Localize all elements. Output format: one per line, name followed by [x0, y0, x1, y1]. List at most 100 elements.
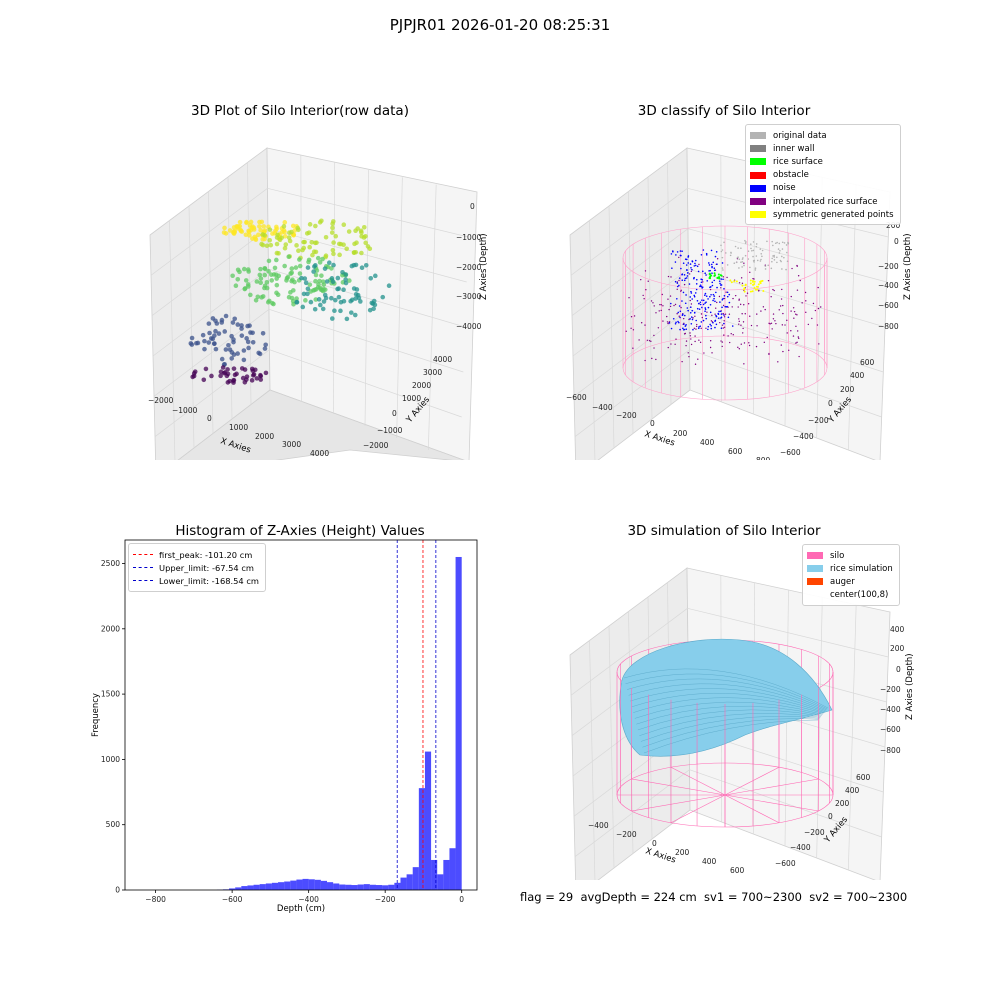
- noise-point: [668, 322, 671, 324]
- noise-point: [693, 265, 696, 267]
- scatter-point: [219, 317, 225, 323]
- interpolated-point: [651, 357, 653, 360]
- original-point: [776, 261, 778, 264]
- legend-item: Upper_limit: -67.54 cm: [133, 561, 259, 574]
- original-point: [759, 248, 762, 250]
- interpolated-point: [716, 258, 719, 260]
- original-point: [761, 255, 763, 258]
- noise-point: [690, 290, 692, 293]
- noise-point: [687, 262, 690, 264]
- noise-point: [713, 267, 716, 270]
- scatter-point: [266, 269, 271, 274]
- scatter-point: [358, 299, 363, 304]
- noise-point: [677, 311, 680, 314]
- interpolated-point: [788, 349, 790, 351]
- noise-point: [681, 250, 683, 253]
- noise-point: [690, 316, 693, 318]
- interpolated-point: [738, 320, 740, 323]
- noise-point: [672, 250, 674, 253]
- scatter-point: [249, 366, 255, 372]
- interpolated-point: [746, 292, 749, 294]
- noise-point: [695, 319, 697, 322]
- interpolated-point: [774, 320, 776, 322]
- interpolated-point: [676, 313, 678, 315]
- symmetric-point: [761, 279, 764, 282]
- scatter-point: [227, 347, 233, 352]
- legend-swatch: [750, 158, 766, 166]
- scatter-point: [289, 270, 295, 276]
- interpolated-point: [647, 280, 649, 282]
- panel1-3d-axes: −2000 −1000 0 1000 2000 3000 4000 −2000 …: [148, 147, 489, 460]
- noise-point: [707, 298, 709, 300]
- histogram-bar: [388, 884, 395, 890]
- scatter-point: [274, 241, 280, 247]
- interpolated-point: [801, 302, 803, 304]
- histogram-bar: [443, 859, 450, 890]
- scatter-point: [260, 232, 265, 237]
- interpolated-point: [676, 288, 678, 290]
- panel4-ztick: 0: [896, 665, 901, 674]
- scatter-point: [316, 282, 321, 287]
- scatter-point: [272, 265, 278, 271]
- interpolated-point: [709, 346, 712, 349]
- original-point: [744, 254, 747, 257]
- scatter-point: [286, 254, 292, 260]
- interpolated-point: [784, 324, 786, 326]
- interpolated-point: [668, 308, 670, 311]
- scatter-point: [320, 279, 326, 284]
- interpolated-point: [739, 303, 742, 306]
- noise-point: [726, 291, 729, 294]
- noise-point: [710, 293, 712, 296]
- scatter-point: [331, 251, 336, 257]
- interpolated-point: [742, 321, 745, 323]
- scatter-point: [301, 291, 307, 297]
- interpolated-point: [767, 279, 770, 282]
- scatter-point: [274, 224, 279, 230]
- scatter-point: [234, 371, 239, 377]
- symmetric-point: [753, 286, 756, 289]
- noise-point: [682, 291, 685, 294]
- original-point: [778, 242, 781, 245]
- surface-meshline: [640, 716, 820, 742]
- interpolated-point: [628, 296, 630, 299]
- scatter-point: [333, 297, 338, 303]
- noise-point: [724, 305, 726, 308]
- original-point: [754, 267, 757, 269]
- noise-point: [709, 311, 712, 314]
- scatter-point: [276, 273, 282, 279]
- noise-point: [720, 313, 723, 315]
- noise-point: [715, 251, 718, 253]
- noise-point: [701, 299, 703, 301]
- panel4-ztick: −600: [880, 725, 901, 734]
- original-point: [787, 241, 789, 244]
- legend-item: auger: [807, 575, 893, 588]
- scatter-point: [359, 234, 364, 239]
- scatter-point: [290, 223, 296, 229]
- original-point: [781, 268, 783, 270]
- noise-point: [686, 269, 688, 271]
- original-point: [760, 253, 763, 255]
- interpolated-point: [653, 334, 655, 337]
- interpolated-point: [731, 306, 733, 308]
- noise-point: [683, 279, 686, 282]
- silo-floor-spoke: [724, 767, 780, 796]
- interpolated-point: [638, 339, 640, 341]
- interpolated-point: [693, 327, 696, 330]
- noise-point: [707, 306, 710, 309]
- figure-title: PJPJR01 2026-01-20 08:25:31: [389, 16, 611, 34]
- original-point: [740, 247, 742, 250]
- scatter-point: [286, 294, 292, 300]
- scatter-point: [241, 266, 247, 272]
- interpolated-point: [749, 271, 751, 274]
- interpolated-point: [723, 297, 726, 300]
- noise-point: [687, 309, 689, 312]
- noise-point: [712, 293, 715, 296]
- silo-floor-spoke: [631, 778, 726, 796]
- panel2-ytick: 0: [828, 399, 833, 408]
- panel4-ytick: 600: [856, 773, 871, 782]
- interpolated-point: [723, 316, 726, 318]
- scatter-point: [303, 298, 308, 303]
- scatter-point: [353, 296, 358, 301]
- original-point: [779, 259, 782, 262]
- noise-point: [709, 269, 711, 272]
